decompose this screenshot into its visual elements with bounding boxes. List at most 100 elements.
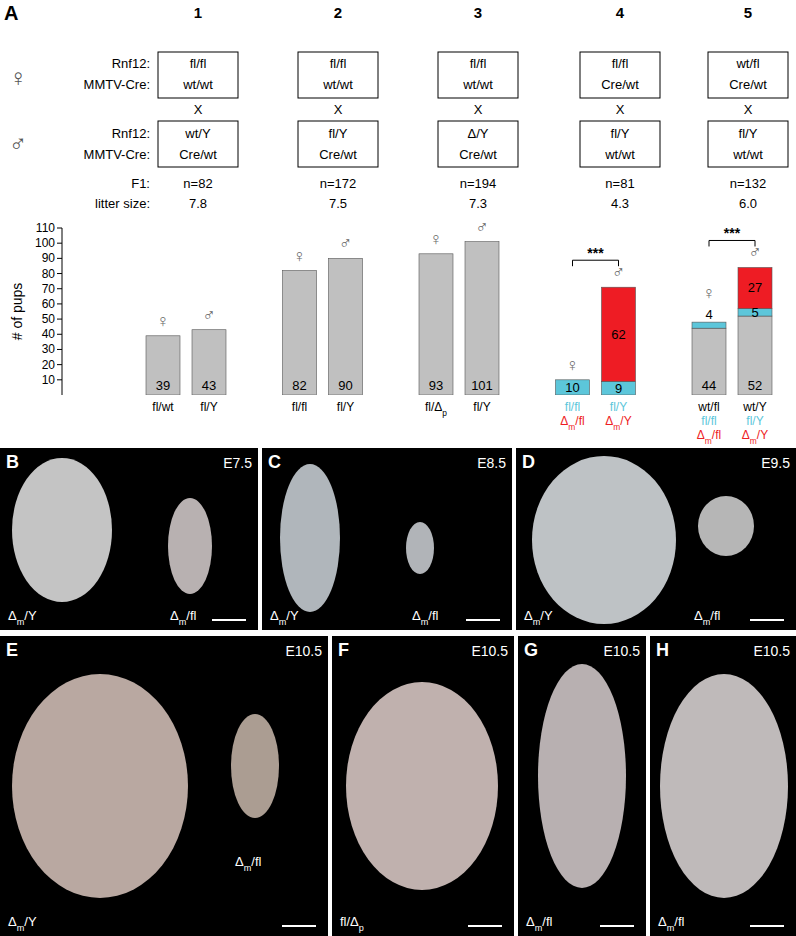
figure: A♀♂Rnf12:MMTV-Cre:Rnf12:MMTV-Cre:F1:litt… <box>0 0 796 936</box>
category-label: Δm/Y <box>742 428 768 446</box>
tick-label: 60 <box>42 297 56 311</box>
category-label: fl/fl <box>292 400 307 414</box>
photo-background <box>262 448 512 630</box>
genotype: fl/fl <box>470 56 487 71</box>
tick-label: 30 <box>42 342 56 356</box>
genotype: fl/fl <box>190 56 207 71</box>
axis-title: # of pups <box>9 283 25 341</box>
embryo <box>168 498 212 594</box>
category-label: fl/Y <box>337 400 354 414</box>
genotype-box <box>438 52 518 98</box>
subscript: m <box>244 863 252 873</box>
scale-bar <box>466 619 500 621</box>
tick-label: 80 <box>42 267 56 281</box>
cross-sign: X <box>744 102 753 117</box>
embryo <box>346 682 498 890</box>
tick-label: 90 <box>42 251 56 265</box>
data-label: 10 <box>565 380 579 395</box>
scale-bar <box>282 925 316 927</box>
genotype-box <box>298 121 378 167</box>
tick-label: 70 <box>42 282 56 296</box>
photo-panel: GE10.5Δm/fl <box>518 636 646 936</box>
bar-segment <box>146 336 180 395</box>
genotype: Δm/fl <box>694 608 720 627</box>
genotype: Cre/wt <box>319 147 357 162</box>
row-label: MMTV-Cre: <box>84 77 150 92</box>
significance: *** <box>724 225 741 241</box>
subscript: m <box>613 422 620 432</box>
panel-letter: C <box>268 452 281 472</box>
cross-number: 2 <box>334 4 342 21</box>
photo-background <box>518 636 646 936</box>
genotype: Δm/fl <box>526 914 552 933</box>
genotype: Cre/wt <box>729 77 767 92</box>
category-label: Δm/fl <box>697 428 721 446</box>
tick <box>57 288 62 289</box>
genotype: fl/Δp <box>340 914 364 933</box>
litter-size: 6.0 <box>739 196 757 211</box>
tick-label: 100 <box>35 236 55 250</box>
genotype: fl/Y <box>329 126 348 141</box>
stage: E10.5 <box>471 643 508 659</box>
embryo <box>698 496 754 556</box>
bar-segment <box>738 316 772 395</box>
panel-letter: E <box>6 640 18 660</box>
genotype: Δm/Y <box>270 608 299 627</box>
embryo <box>532 456 676 624</box>
subscript: m <box>533 617 541 627</box>
genotype: Cre/wt <box>601 77 639 92</box>
scale-bar <box>750 619 784 621</box>
bar-segment <box>692 328 726 395</box>
data-label: 9 <box>615 381 622 396</box>
tick-label: 20 <box>42 358 56 372</box>
bar-segment <box>419 254 453 395</box>
y-axis <box>62 228 63 395</box>
stage: E9.5 <box>761 455 790 471</box>
category-label: fl/Y <box>200 400 217 414</box>
genotype-box <box>580 52 660 98</box>
genotype-box <box>158 121 238 167</box>
cross-number: 5 <box>744 4 752 21</box>
category-label: fl/fl <box>565 400 580 414</box>
genotype-box <box>438 121 518 167</box>
bar-segment <box>465 242 499 395</box>
sex-symbol: ♀ <box>566 355 580 375</box>
litter-size: 4.3 <box>611 196 629 211</box>
sex-symbol: ♀ <box>156 311 170 331</box>
category-label: fl/Y <box>473 400 490 414</box>
bar-segment <box>329 258 363 395</box>
subscript: m <box>17 617 25 627</box>
subscript: m <box>279 617 287 627</box>
row-label: MMTV-Cre: <box>84 147 150 162</box>
category-label: Δm/fl <box>560 414 584 432</box>
panel-letter: A <box>4 2 18 24</box>
cross-sign: X <box>616 102 625 117</box>
subscript: m <box>703 617 711 627</box>
tick <box>57 258 62 259</box>
genotype: wt/Y <box>184 126 211 141</box>
litter-size: 7.3 <box>469 196 487 211</box>
stage: E7.5 <box>223 455 252 471</box>
genotype: wt/wt <box>462 77 493 92</box>
f1-count: n=132 <box>730 176 767 191</box>
subscript: m <box>421 617 429 627</box>
photo-background <box>0 448 258 630</box>
genotype-box <box>708 52 788 98</box>
bar-segment <box>192 330 226 395</box>
sex-symbol: ♀ <box>702 283 716 303</box>
embryo <box>12 674 188 898</box>
category-label: fl/fl <box>701 414 716 428</box>
sex-symbol: ♂ <box>339 233 353 253</box>
subscript: m <box>179 617 187 627</box>
cross-number: 3 <box>474 4 482 21</box>
sex-symbol: ♂ <box>9 130 27 157</box>
panel-letter: F <box>338 640 349 660</box>
category-label: wt/Y <box>742 400 766 414</box>
f1-count: n=82 <box>183 176 212 191</box>
category-label: fl/Y <box>610 400 627 414</box>
tick <box>57 349 62 350</box>
tick <box>57 319 62 320</box>
genotype: Δm/fl <box>412 608 438 627</box>
tick <box>57 364 62 365</box>
subscript: m <box>17 923 25 933</box>
